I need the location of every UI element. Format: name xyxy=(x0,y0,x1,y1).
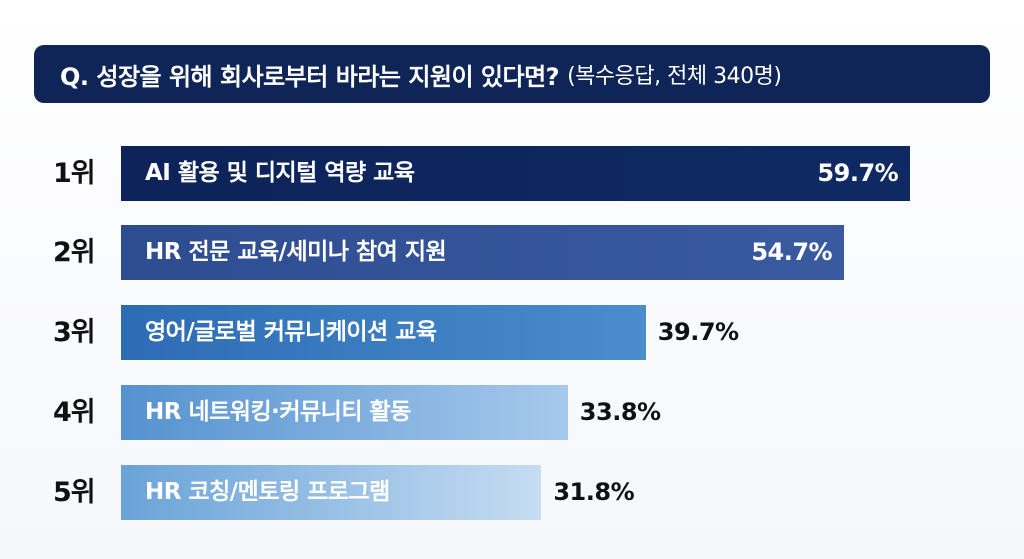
bar-row: 5위 HR 코칭/멘토링 프로그램 31.8% xyxy=(0,465,1024,520)
bar-category-label: 영어/글로벌 커뮤니케이션 교육 xyxy=(145,319,437,345)
bar-value-label: 59.7% xyxy=(817,159,899,187)
bar-row: 4위 HR 네트워킹·커뮤니티 활동 33.8% xyxy=(0,385,1024,440)
bar-value-label: 54.7% xyxy=(751,238,833,266)
bar xyxy=(121,146,911,201)
rank-label: 2위 xyxy=(53,237,96,268)
bar xyxy=(121,305,646,360)
rank-label: 3위 xyxy=(53,317,96,348)
bar xyxy=(121,225,845,280)
rank-label: 5위 xyxy=(53,477,96,508)
bar-value-label: 31.8% xyxy=(553,478,635,506)
rank-label: 1위 xyxy=(53,158,96,189)
bar-value-label: 33.8% xyxy=(579,398,661,426)
bar-category-label: HR 코칭/멘토링 프로그램 xyxy=(145,479,390,505)
question-banner: Q. 성장을 위해 회사로부터 바라는 지원이 있다면? (복수응답, 전체 3… xyxy=(34,45,990,103)
bar xyxy=(121,465,542,520)
question-title: Q. 성장을 위해 회사로부터 바라는 지원이 있다면? xyxy=(60,62,560,91)
bar-row: 2위 HR 전문 교육/세미나 참여 지원 54.7% xyxy=(0,225,1024,280)
bar-category-label: HR 전문 교육/세미나 참여 지원 xyxy=(145,239,447,265)
bar-category-label: AI 활용 및 디지털 역량 교육 xyxy=(145,160,415,186)
bar xyxy=(121,385,568,440)
bar-row: 3위 영어/글로벌 커뮤니케이션 교육 39.7% xyxy=(0,305,1024,360)
bar-value-label: 39.7% xyxy=(657,318,739,346)
question-note: (복수응답, 전체 340명) xyxy=(567,64,782,89)
rank-label: 4위 xyxy=(53,397,96,428)
bar-row: 1위 AI 활용 및 디지털 역량 교육 59.7% xyxy=(0,146,1024,201)
bar-category-label: HR 네트워킹·커뮤니티 활동 xyxy=(145,399,411,425)
